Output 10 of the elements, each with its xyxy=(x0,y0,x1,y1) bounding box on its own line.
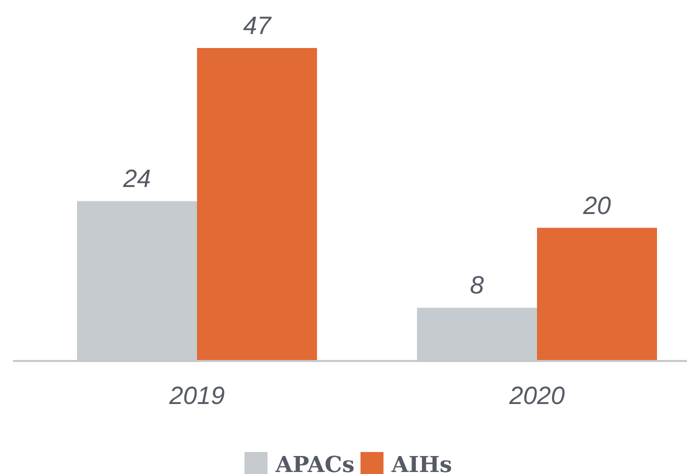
data-label: 24 xyxy=(122,165,151,194)
legend-label: AIHs xyxy=(390,452,452,474)
data-label: 20 xyxy=(582,192,611,220)
bar xyxy=(537,228,657,361)
data-label: 47 xyxy=(243,12,272,40)
x-tick-label: 2020 xyxy=(508,382,565,410)
legend-label: APACs xyxy=(274,452,354,474)
bar xyxy=(197,48,317,361)
data-label: 8 xyxy=(470,272,484,300)
x-tick-label: 2019 xyxy=(168,382,225,410)
